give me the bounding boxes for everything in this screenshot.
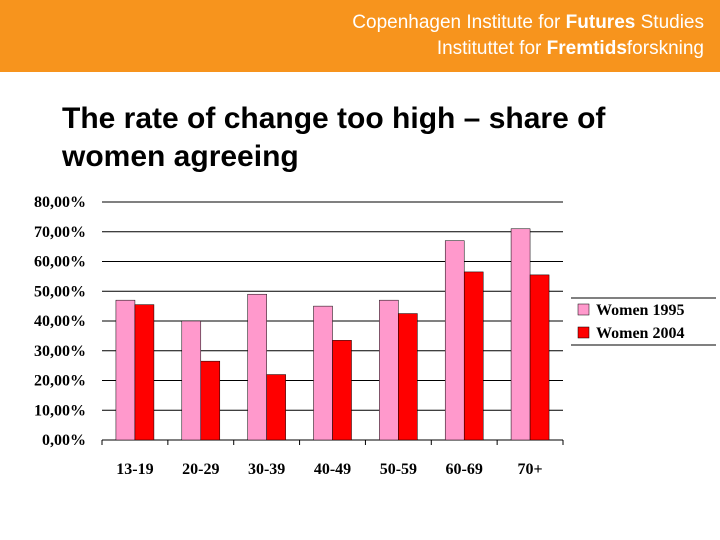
bar	[181, 320, 202, 441]
y-tick-label: 50,00%	[34, 283, 86, 300]
bar	[463, 271, 484, 441]
brand-line-danish: Instituttet for Fremtidsforskning	[436, 38, 704, 59]
bar	[134, 304, 155, 441]
y-tick-label: 70,00%	[34, 224, 86, 241]
bar	[332, 340, 352, 441]
bar	[200, 360, 221, 441]
bar	[398, 313, 418, 441]
legend-swatch	[577, 303, 590, 316]
y-tick-label: 60,00%	[34, 254, 86, 271]
bar	[510, 228, 531, 441]
y-tick-label: 40,00%	[34, 313, 86, 330]
bar	[115, 299, 136, 441]
x-tick-label: 70+	[518, 461, 543, 478]
y-tick-label: 10,00%	[34, 402, 86, 419]
y-tick-label: 0,00%	[42, 432, 86, 449]
bar	[313, 305, 333, 441]
bar	[444, 240, 465, 441]
x-tick-label: 50-59	[380, 461, 417, 478]
x-tick-label: 40-49	[314, 461, 351, 478]
bar	[379, 299, 399, 441]
x-tick-label: 60-69	[446, 461, 483, 478]
x-tick-label: 30-39	[248, 461, 285, 478]
bar	[247, 293, 267, 441]
x-tick-label: 13-19	[116, 461, 153, 478]
legend-label: Women 1995	[596, 302, 684, 319]
slide-title: The rate of change too high – share of w…	[62, 102, 606, 173]
y-tick-label: 80,00%	[34, 194, 86, 211]
bar	[529, 274, 550, 441]
bar	[266, 374, 286, 441]
legend-label: Women 2004	[596, 325, 684, 342]
header-bar: Copenhagen Institute for Futures Studies…	[0, 0, 720, 72]
brand-line-english: Copenhagen Institute for Futures Studies	[352, 12, 704, 33]
x-tick-label: 20-29	[182, 461, 219, 478]
legend-swatch	[577, 326, 590, 339]
y-tick-label: 30,00%	[34, 343, 86, 360]
y-tick-label: 20,00%	[34, 373, 86, 390]
